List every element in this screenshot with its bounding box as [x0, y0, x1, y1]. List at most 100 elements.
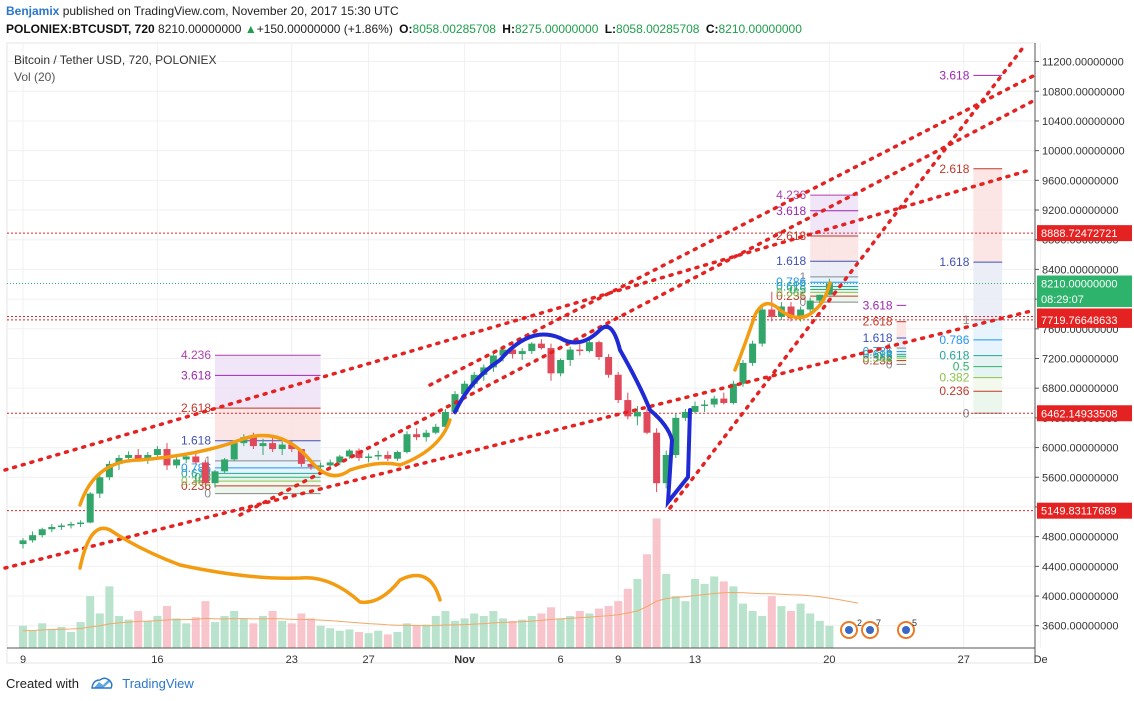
volume-bar — [28, 630, 37, 648]
volume-bar — [537, 613, 546, 648]
volume-bar — [815, 620, 824, 648]
volume-bar — [777, 606, 786, 648]
volume-bar — [191, 617, 200, 648]
candle-body — [749, 343, 757, 363]
volume-bar — [67, 631, 75, 648]
price-tag — [1037, 275, 1132, 292]
chart-title: Bitcoin / Tether USD, 720, POLONIEX — [14, 53, 217, 67]
volume-bar — [585, 613, 594, 648]
volume-bar — [403, 623, 411, 648]
candle-body — [441, 411, 449, 427]
event-flag-icon[interactable]: 2 — [840, 618, 862, 639]
volume-bar — [355, 631, 363, 648]
volume-bar — [662, 574, 671, 648]
volume-bar — [652, 518, 661, 648]
fib-level-label: 0.382 — [939, 371, 969, 385]
tradingview-link[interactable]: TradingView — [122, 676, 194, 691]
volume-bar — [441, 611, 450, 648]
up-arrow-icon: ▲ — [244, 22, 257, 36]
candle-body — [96, 477, 104, 494]
volume-bar — [163, 606, 171, 648]
candle-body — [326, 462, 334, 466]
candle-body — [461, 383, 469, 395]
volume-bar — [451, 620, 459, 648]
volume-bar — [547, 607, 555, 648]
svg-text:5: 5 — [912, 618, 917, 628]
y-tick-label: 11200.00000000 — [1042, 57, 1124, 69]
x-tick-label: 27 — [958, 654, 970, 666]
price-tag — [1037, 225, 1132, 242]
fib-level-label: 1 — [800, 270, 807, 284]
close-label: C: — [705, 22, 719, 36]
fib-zone — [810, 261, 859, 277]
fib-level-label: 0.618 — [939, 349, 969, 363]
candle-body — [77, 522, 85, 525]
price-change: +150.00000000 (+1.86%) — [256, 22, 393, 36]
volume-bar — [153, 615, 162, 648]
candle-body — [144, 454, 152, 459]
fib-level-label: 0.5 — [790, 282, 807, 296]
volume-bar — [287, 623, 296, 648]
freehand-curve — [78, 526, 442, 605]
volume-bar — [230, 611, 239, 648]
candle-body — [384, 454, 392, 459]
fib-zone — [973, 377, 1003, 392]
y-tick-label: 4800.00000000 — [1042, 532, 1118, 544]
price-tag — [1037, 502, 1132, 519]
fib-level-label: 0 — [800, 295, 807, 309]
volume-bar — [364, 633, 373, 648]
volume-bar — [671, 596, 680, 648]
volume-bar — [220, 615, 229, 648]
volume-bar — [105, 586, 114, 648]
fib-zone — [215, 485, 321, 494]
fib-level-label: 0.382 — [776, 285, 806, 299]
author-link[interactable]: Benjamix — [6, 4, 60, 18]
candle-body — [797, 309, 805, 319]
event-flag-icon[interactable]: 5 — [897, 618, 917, 639]
x-tick-label: 20 — [823, 654, 835, 666]
candle-body — [345, 450, 353, 457]
volume-bar — [431, 615, 440, 648]
volume-bar — [729, 586, 738, 648]
x-tick-label: 27 — [362, 654, 374, 666]
trend-line — [428, 73, 1037, 387]
x-tick-label: 16 — [151, 654, 163, 666]
open-label: O: — [399, 22, 413, 36]
price-tag — [1037, 311, 1132, 328]
close-value: 8210.00000000 — [718, 22, 802, 36]
volume-bar — [259, 615, 267, 648]
candle-body — [633, 411, 641, 417]
candle-body — [758, 309, 766, 344]
ohlc-line: POLONIEX:BTCUSDT, 720 8210.00000000 ▲+15… — [6, 22, 802, 36]
price-chart[interactable]: 010.2360.3820.50.6180.7861.6182.6183.618… — [0, 40, 1134, 670]
x-tick-label: 13 — [689, 654, 701, 666]
volume-bar — [556, 618, 565, 648]
volume-bar — [297, 613, 306, 648]
volume-bar — [172, 618, 181, 648]
volume-bar — [460, 618, 469, 648]
candle-body — [336, 456, 344, 463]
event-flag-icon[interactable]: 7 — [861, 618, 881, 639]
fib-level-label: 0 — [963, 406, 970, 420]
volume-bar — [383, 634, 392, 648]
volume-bar — [595, 608, 603, 648]
volume-bar — [700, 583, 709, 648]
candle-body — [662, 454, 670, 484]
trend-line — [3, 168, 1032, 472]
x-tick-label: Nov — [454, 654, 476, 666]
candle-body — [125, 454, 133, 458]
candle-body — [691, 406, 699, 412]
volume-bar — [374, 630, 383, 648]
price-tag-label: 08:29:07 — [1041, 294, 1084, 306]
fib-zone — [810, 235, 859, 262]
candle-body — [355, 450, 363, 458]
fib-level-label: 4.236 — [181, 348, 211, 362]
volume-bar — [249, 623, 258, 648]
high-value: 8275.00000000 — [514, 22, 599, 36]
volume-bar — [566, 615, 575, 648]
candle-body — [557, 359, 565, 374]
candle-body — [422, 432, 430, 438]
fib-level-label: 2.618 — [939, 162, 969, 176]
candle-body — [509, 349, 517, 355]
fib-level-label: 1.618 — [181, 434, 211, 448]
